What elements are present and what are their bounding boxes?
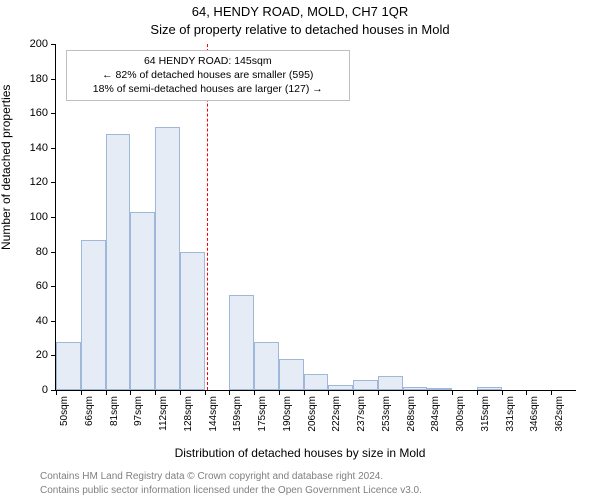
x-tick	[378, 390, 379, 395]
x-tick-label: 253sqm	[381, 396, 392, 432]
annotation-line: ← 82% of detached houses are smaller (59…	[73, 68, 343, 82]
y-tick-label: 160	[30, 107, 48, 119]
histogram-bar	[229, 295, 254, 390]
x-tick-label: 237sqm	[356, 396, 367, 432]
histogram-bar	[353, 380, 378, 390]
chart-container: { "layout": { "plot": { "left": 55, "top…	[0, 0, 600, 500]
x-tick	[155, 390, 156, 395]
x-tick-label: 50sqm	[59, 396, 70, 426]
histogram-bar	[427, 388, 452, 390]
x-tick-label: 300sqm	[455, 396, 466, 432]
x-tick-label: 144sqm	[208, 396, 219, 432]
x-tick	[229, 390, 230, 395]
annotation-box: 64 HENDY ROAD: 145sqm← 82% of detached h…	[66, 50, 350, 101]
histogram-bar	[106, 134, 131, 390]
x-tick-label: 346sqm	[529, 396, 540, 432]
x-tick	[452, 390, 453, 395]
x-tick-label: 97sqm	[133, 396, 144, 426]
histogram-bar	[81, 240, 106, 391]
x-tick	[81, 390, 82, 395]
y-tick	[51, 44, 56, 45]
histogram-bar	[254, 342, 279, 390]
histogram-bar	[477, 387, 502, 390]
histogram-bar	[328, 385, 353, 390]
y-tick	[51, 113, 56, 114]
x-tick-label: 112sqm	[158, 396, 169, 431]
x-tick-label: 331sqm	[505, 396, 516, 432]
x-tick	[477, 390, 478, 395]
y-tick-label: 0	[42, 384, 48, 396]
x-tick	[130, 390, 131, 395]
x-tick	[502, 390, 503, 395]
x-tick-label: 315sqm	[480, 396, 491, 432]
y-tick-label: 140	[30, 142, 48, 154]
x-tick-label: 362sqm	[554, 396, 565, 432]
y-tick	[51, 286, 56, 287]
x-tick-label: 159sqm	[232, 396, 243, 432]
histogram-bar	[130, 212, 155, 390]
x-tick-label: 175sqm	[257, 396, 268, 432]
plot-area: 02040608010012014016018020050sqm66sqm81s…	[55, 44, 576, 391]
credit-line-2: Contains public sector information licen…	[40, 485, 422, 496]
x-tick	[551, 390, 552, 395]
x-tick	[403, 390, 404, 395]
histogram-bar	[180, 252, 205, 390]
y-tick-label: 40	[36, 315, 48, 327]
histogram-bar	[155, 127, 180, 390]
x-tick-label: 66sqm	[84, 396, 95, 426]
x-tick	[526, 390, 527, 395]
x-tick-label: 284sqm	[430, 396, 441, 432]
x-tick-label: 222sqm	[331, 396, 342, 432]
x-tick	[106, 390, 107, 395]
x-tick	[254, 390, 255, 395]
x-tick-label: 190sqm	[282, 396, 293, 432]
x-tick	[304, 390, 305, 395]
annotation-line: 64 HENDY ROAD: 145sqm	[73, 54, 343, 68]
y-tick-label: 80	[36, 246, 48, 258]
x-tick	[328, 390, 329, 395]
x-tick	[427, 390, 428, 395]
x-tick-label: 81sqm	[109, 396, 120, 426]
x-tick-label: 128sqm	[183, 396, 194, 432]
x-tick-label: 268sqm	[406, 396, 417, 432]
histogram-bar	[56, 342, 81, 390]
y-tick	[51, 182, 56, 183]
y-tick-label: 100	[30, 211, 48, 223]
credit-line-1: Contains HM Land Registry data © Crown c…	[40, 471, 383, 482]
chart-supertitle: 64, HENDY ROAD, MOLD, CH7 1QR	[0, 4, 600, 19]
y-tick-label: 20	[36, 349, 48, 361]
x-tick	[279, 390, 280, 395]
y-tick-label: 120	[30, 176, 48, 188]
x-tick	[56, 390, 57, 395]
y-tick	[51, 148, 56, 149]
histogram-bar	[279, 359, 304, 390]
histogram-bar	[378, 376, 403, 390]
x-tick	[180, 390, 181, 395]
x-tick	[353, 390, 354, 395]
histogram-bar	[304, 374, 329, 390]
y-tick-label: 60	[36, 280, 48, 292]
x-tick	[205, 390, 206, 395]
y-tick	[51, 79, 56, 80]
annotation-line: 18% of semi-detached houses are larger (…	[73, 82, 343, 96]
y-tick	[51, 321, 56, 322]
y-axis-label: Number of detached properties	[0, 85, 13, 250]
y-tick-label: 180	[30, 73, 48, 85]
y-tick-label: 200	[30, 38, 48, 50]
chart-title: Size of property relative to detached ho…	[0, 22, 600, 37]
y-tick	[51, 252, 56, 253]
y-tick	[51, 217, 56, 218]
x-tick-label: 206sqm	[307, 396, 318, 432]
x-axis-label: Distribution of detached houses by size …	[0, 446, 600, 460]
histogram-bar	[403, 387, 428, 390]
